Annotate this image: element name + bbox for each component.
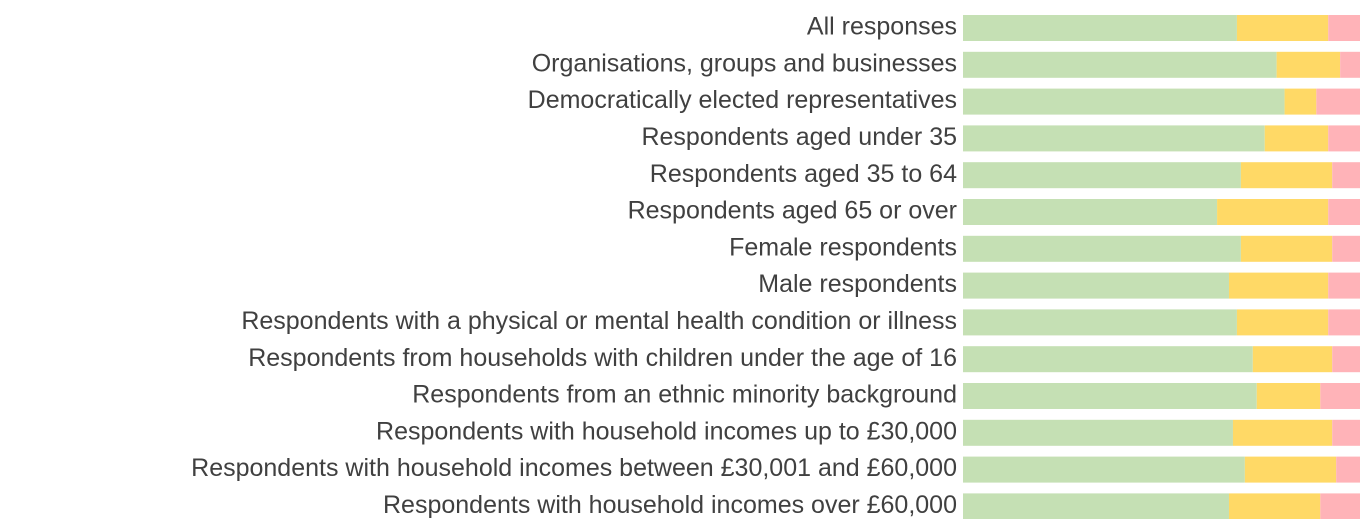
bar-segment [1328, 309, 1360, 336]
category-label: Respondents aged 65 or over [628, 197, 957, 225]
bar-segment [963, 309, 1237, 336]
bar-segment [1217, 199, 1329, 225]
bar-segment [1320, 383, 1360, 409]
bar-segment [963, 419, 1233, 446]
bar-segment [1332, 235, 1360, 262]
bar-segment [963, 346, 1253, 373]
bar-segment [1320, 493, 1360, 519]
bar-segment [1316, 88, 1360, 115]
bar-segment [963, 456, 1245, 483]
bar-segment [1240, 235, 1333, 262]
bar-segment [1332, 419, 1360, 446]
bar-segment [1236, 15, 1329, 41]
bar-segment [1256, 383, 1321, 409]
bar-segment [963, 272, 1229, 299]
category-label: Respondents aged 35 to 64 [650, 160, 957, 188]
bar-segment [1244, 456, 1337, 483]
bar-segment [963, 199, 1218, 225]
category-label: Respondents with a physical or mental he… [241, 307, 957, 335]
bar-segment [963, 493, 1229, 519]
category-label: All responses [807, 13, 957, 41]
bar-segment [963, 88, 1285, 115]
category-label: Organisations, groups and businesses [532, 49, 957, 77]
bar-segment [1252, 346, 1333, 373]
bar-segment [963, 125, 1265, 152]
bar-segment [1336, 456, 1360, 483]
bar-segment [1228, 493, 1321, 519]
bar-segment [963, 383, 1257, 409]
bar-segment [1340, 51, 1360, 78]
category-label: Democratically elected representatives [528, 86, 957, 114]
bar-segment [1232, 419, 1333, 446]
category-label: Female respondents [729, 233, 957, 261]
bar-segment [1328, 15, 1360, 41]
bar-segment [1228, 272, 1329, 299]
bar-segment [963, 235, 1241, 262]
category-label: Respondents with household incomes over … [383, 491, 957, 519]
bar-segment [963, 51, 1277, 78]
bar-segment [963, 162, 1241, 189]
category-label: Respondents with household incomes betwe… [191, 454, 957, 482]
bar-segment [1328, 199, 1360, 225]
bar-segment [1276, 51, 1341, 78]
category-label: Male respondents [758, 270, 957, 298]
category-label: Respondents from an ethnic minority back… [412, 381, 957, 409]
category-label: Respondents with household incomes up to… [376, 417, 957, 445]
bar-segment [1284, 88, 1317, 115]
bar-segment [1240, 162, 1333, 189]
bar-segment [1332, 346, 1360, 373]
category-label: Respondents from households with childre… [248, 344, 957, 372]
bar-segment [1264, 125, 1329, 152]
bar-segment [1328, 125, 1360, 152]
bar-segment [1328, 272, 1360, 299]
category-label: Respondents aged under 35 [641, 123, 957, 151]
bar-segment [963, 15, 1237, 41]
bar-segment [1236, 309, 1329, 336]
bar-segment [1332, 162, 1360, 189]
